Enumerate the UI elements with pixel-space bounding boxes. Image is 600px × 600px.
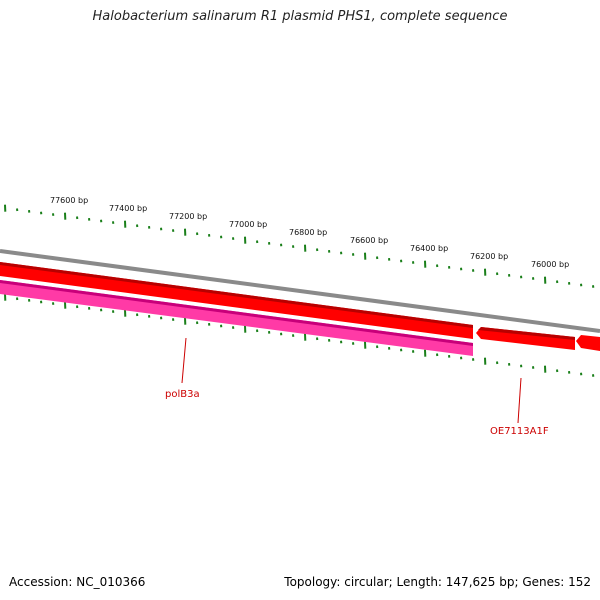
- gene-forward-1-shade: [0, 262, 473, 328]
- ruler-label: 76000 bp: [531, 260, 569, 269]
- backbone-line: [0, 249, 600, 333]
- gene-forward-1[interactable]: [0, 262, 473, 339]
- ruler-label: 76200 bp: [470, 252, 508, 261]
- accession-text: Accession: NC_010366: [9, 575, 146, 589]
- ruler-label: 76800 bp: [289, 228, 327, 237]
- inner-ruler: [4, 293, 595, 377]
- ruler-label: 77200 bp: [169, 212, 207, 221]
- OE7113A1F-leader-line: [517, 377, 522, 424]
- reverse-strand: [0, 280, 473, 356]
- gene-forward-2-shade: [478, 327, 575, 340]
- topology-summary: Topology: circular; Length: 147,625 bp; …: [284, 575, 591, 589]
- gene-reverse-polB3a[interactable]: [0, 280, 473, 356]
- gene-label-OE7113A1F[interactable]: OE7113A1F: [490, 426, 549, 437]
- ruler-label: 77600 bp: [50, 196, 88, 205]
- ruler-label: 77400 bp: [109, 204, 147, 213]
- gene-label-polB3a[interactable]: polB3a: [165, 389, 200, 400]
- map-title: Halobacterium salinarum R1 plasmid PHS1,…: [92, 9, 508, 24]
- forward-strand: [0, 262, 600, 351]
- gene-forward-3[interactable]: [576, 335, 600, 351]
- ruler-label: 77000 bp: [229, 220, 267, 229]
- ruler-labels: 77600 bp 77400 bp 77200 bp 77000 bp 76800 bp…: [50, 196, 569, 269]
- ruler-label: 76600 bp: [350, 236, 388, 245]
- outer-ruler: [4, 204, 595, 288]
- ruler-label: 76400 bp: [410, 244, 448, 253]
- gene-reverse-polB3a-shade: [0, 280, 473, 346]
- gene-forward-2[interactable]: [476, 327, 575, 350]
- polB3a-leader-line: [181, 337, 187, 384]
